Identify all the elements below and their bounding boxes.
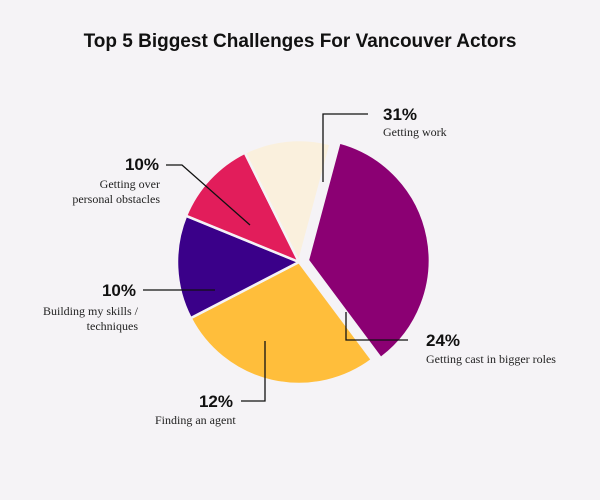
slice-labels: 31%Getting work 24% Getting cast in bigger…: [43, 105, 556, 427]
pie-slice: [175, 214, 301, 320]
pie-slices: [175, 138, 432, 386]
leader-line: [345, 312, 408, 341]
slice-category-label: Finding an agent: [155, 413, 236, 427]
pie-slice: [189, 260, 374, 386]
slice-category-label: Getting work: [383, 125, 447, 139]
slice-percent-label: 10%: [125, 155, 159, 174]
pie-slice: [306, 141, 432, 360]
slice-percent-label: 31%: [383, 105, 417, 124]
leader-line: [241, 341, 266, 402]
slice-category-label: Building my skills / techniques: [43, 304, 139, 333]
pie-slice: [184, 151, 301, 264]
chart-title: Top 5 Biggest Challenges For Vancouver A…: [84, 31, 517, 52]
pie-slice: [243, 138, 332, 264]
slice-percent-label: 12%: [199, 392, 233, 411]
slice-percent-label: 24%: [426, 331, 460, 350]
leader-line: [322, 113, 368, 182]
slice-percent-label: 10%: [102, 281, 136, 300]
leader-line: [166, 164, 251, 226]
slice-category-label: Getting cast in bigger roles: [426, 352, 556, 366]
slice-category-label: Getting over personal obstacles: [72, 177, 160, 206]
